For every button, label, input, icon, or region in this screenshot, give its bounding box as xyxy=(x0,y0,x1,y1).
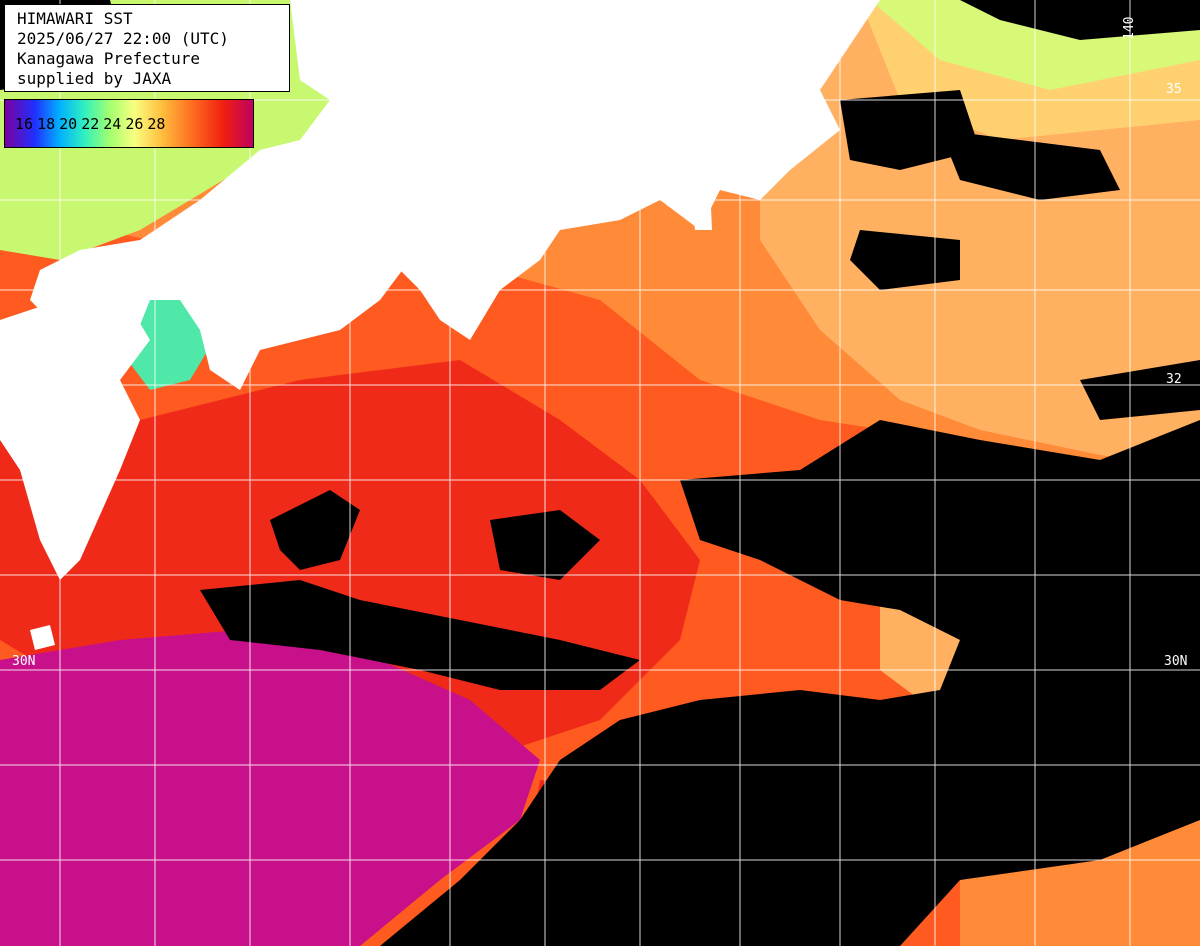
land-honshu xyxy=(30,0,880,390)
lat-label-32-left: 32 xyxy=(12,372,28,387)
lat-label-30-left: 30N xyxy=(12,654,36,669)
land-yakushima xyxy=(30,625,55,650)
info-box: HIMAWARI SST 2025/06/27 22:00 (UTC) Kana… xyxy=(4,4,290,92)
cloud-mask-1 xyxy=(270,490,360,570)
color-legend: 16 18 20 22 24 26 28 xyxy=(4,99,254,148)
lat-label-35-right: 35 xyxy=(1166,82,1182,97)
sst-zone-28 xyxy=(0,630,540,946)
map-region: Kanagawa Prefecture xyxy=(17,49,201,68)
legend-tick: 28 xyxy=(147,114,166,133)
map-title: HIMAWARI SST xyxy=(17,9,133,28)
map-credit: supplied by JAXA xyxy=(17,69,172,88)
cloud-mask-4 xyxy=(840,90,980,170)
legend-tick: 22 xyxy=(81,114,100,133)
cloud-mask-7 xyxy=(1080,360,1200,420)
cloud-mask-east xyxy=(380,420,1200,946)
legend-tick: 18 xyxy=(37,114,56,133)
lon-label-136: 136E xyxy=(484,8,499,40)
cloud-mask-6 xyxy=(850,230,960,290)
land-shikoku xyxy=(250,230,410,320)
sst-patch-se xyxy=(960,820,1200,946)
map-datetime: 2025/06/27 22:00 (UTC) xyxy=(17,29,229,48)
land-kyushu xyxy=(0,290,150,580)
lon-label-140: 140 xyxy=(1122,16,1137,40)
lat-label-30-right: 30N xyxy=(1164,654,1188,669)
cloud-mask-5 xyxy=(940,130,1120,200)
legend-tick: 26 xyxy=(125,114,144,133)
land-izu xyxy=(690,185,712,230)
lat-label-32-right: 32 xyxy=(1166,372,1182,387)
legend-tick: 16 xyxy=(15,114,34,133)
legend-tick: 20 xyxy=(59,114,78,133)
cloud-mask-2 xyxy=(200,580,640,690)
cloud-mask-ne xyxy=(960,0,1200,40)
legend-tick: 24 xyxy=(103,114,122,133)
